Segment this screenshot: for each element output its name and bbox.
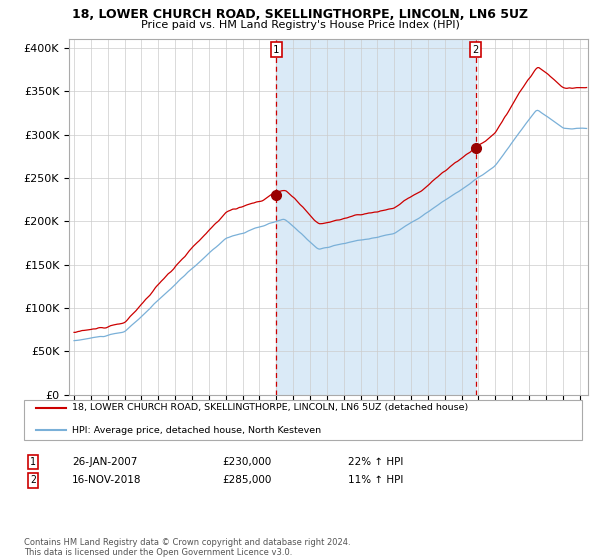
Text: 18, LOWER CHURCH ROAD, SKELLINGTHORPE, LINCOLN, LN6 5UZ: 18, LOWER CHURCH ROAD, SKELLINGTHORPE, L… [72, 8, 528, 21]
Text: 26-JAN-2007: 26-JAN-2007 [72, 457, 137, 467]
Text: Price paid vs. HM Land Registry's House Price Index (HPI): Price paid vs. HM Land Registry's House … [140, 20, 460, 30]
Text: 2: 2 [473, 45, 479, 54]
Text: Contains HM Land Registry data © Crown copyright and database right 2024.
This d: Contains HM Land Registry data © Crown c… [24, 538, 350, 557]
Text: 2: 2 [30, 475, 36, 486]
Text: 11% ↑ HPI: 11% ↑ HPI [348, 475, 403, 486]
Text: 16-NOV-2018: 16-NOV-2018 [72, 475, 142, 486]
Text: £285,000: £285,000 [222, 475, 271, 486]
Text: 1: 1 [273, 45, 280, 54]
Text: 22% ↑ HPI: 22% ↑ HPI [348, 457, 403, 467]
Text: HPI: Average price, detached house, North Kesteven: HPI: Average price, detached house, Nort… [72, 426, 321, 435]
Text: £230,000: £230,000 [222, 457, 271, 467]
Text: 1: 1 [30, 457, 36, 467]
Bar [276, 39, 476, 395]
Text: 18, LOWER CHURCH ROAD, SKELLINGTHORPE, LINCOLN, LN6 5UZ (detached house): 18, LOWER CHURCH ROAD, SKELLINGTHORPE, L… [72, 403, 468, 412]
